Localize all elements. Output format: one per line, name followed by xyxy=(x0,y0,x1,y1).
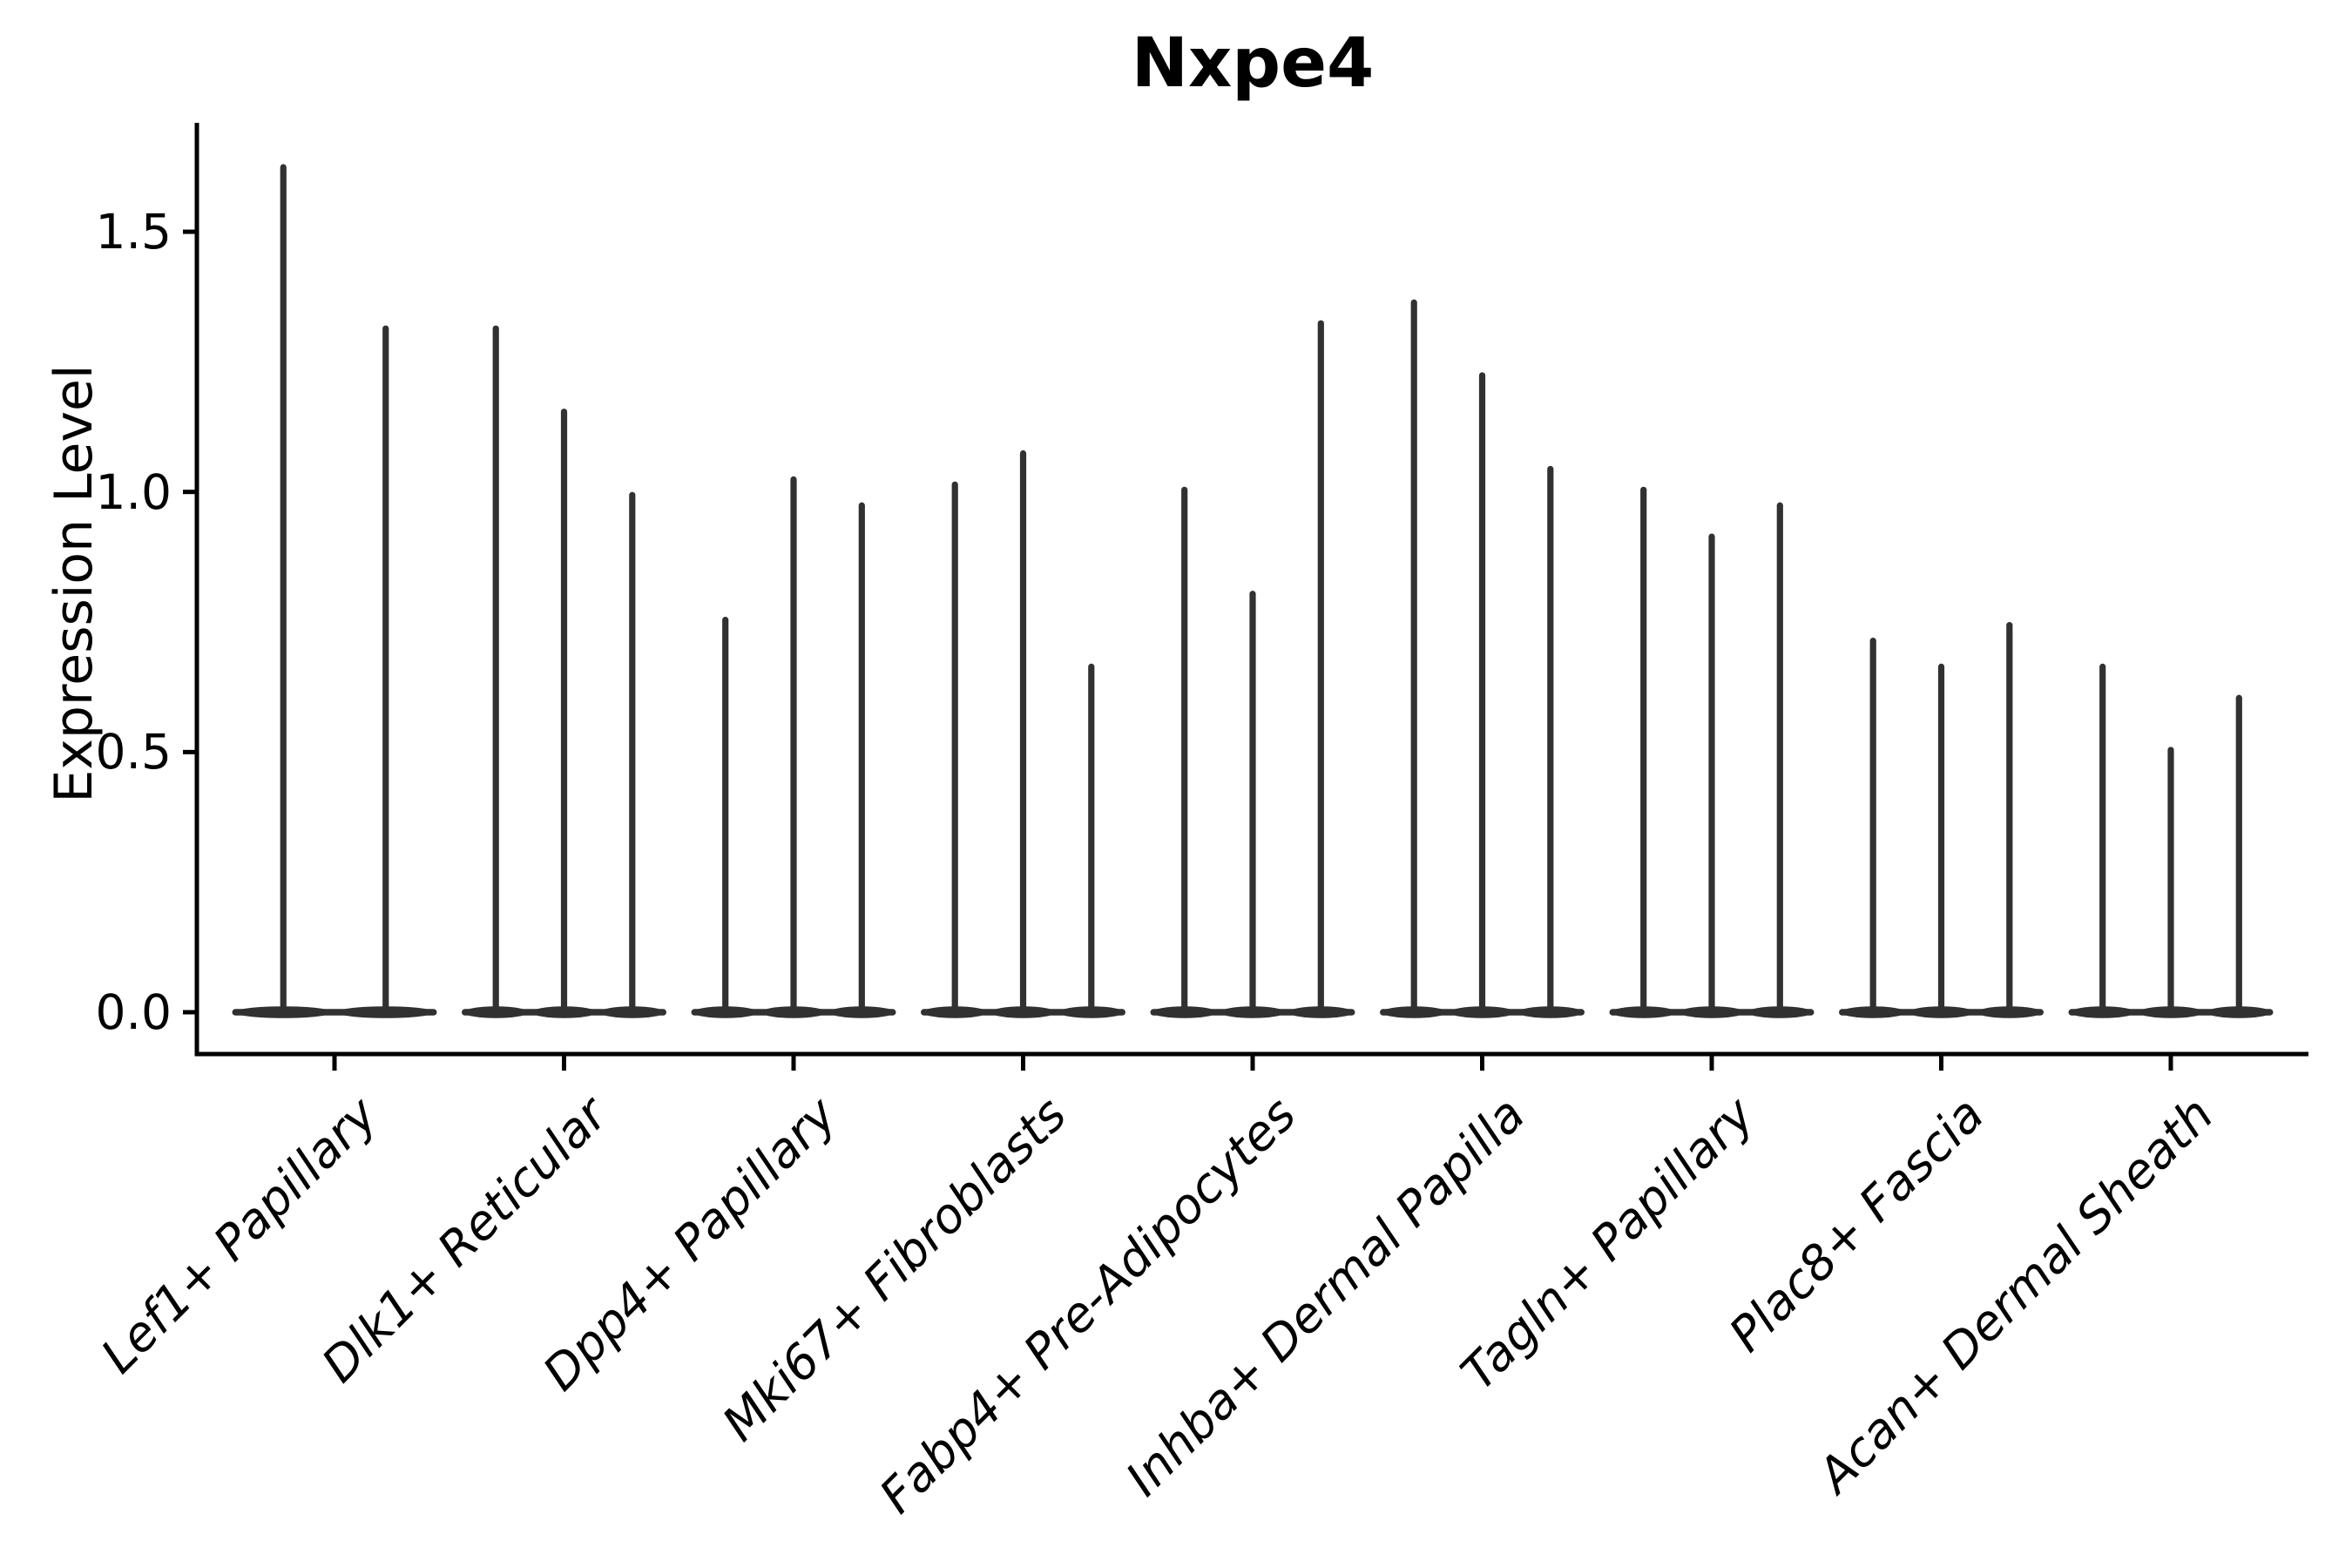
chart-title: Nxpe4 xyxy=(1131,24,1375,103)
violin-spike xyxy=(382,325,389,1016)
violin-spike xyxy=(1088,663,1095,1015)
y-tick-label: 1.5 xyxy=(95,204,172,260)
y-tick-label: 0.5 xyxy=(95,724,172,781)
violin-spike xyxy=(1317,320,1324,1015)
violin-spike xyxy=(2235,694,2242,1015)
violin-spike xyxy=(722,617,729,1015)
violin-spike xyxy=(1410,299,1417,1016)
violin-spike xyxy=(1478,372,1486,1015)
violin-spike xyxy=(951,481,958,1015)
violin-spike xyxy=(1249,591,1256,1015)
violin-spike xyxy=(2167,747,2174,1015)
violin-spike xyxy=(1708,533,1715,1015)
violin-spike xyxy=(1776,502,1783,1015)
violin-spike xyxy=(1640,486,1647,1015)
violin-spike xyxy=(2006,622,2013,1015)
violin-spike xyxy=(1869,637,1876,1015)
violin-spike xyxy=(560,409,568,1016)
violin-spike xyxy=(2099,663,2106,1015)
violin-spike xyxy=(790,476,797,1015)
y-tick-label: 1.0 xyxy=(95,463,172,520)
y-tick-label: 0.0 xyxy=(95,984,172,1040)
violin-spike xyxy=(1547,465,1554,1015)
violin-spike xyxy=(629,491,636,1015)
violin-spike xyxy=(280,164,287,1015)
violin-spike xyxy=(492,325,499,1016)
violin-spike xyxy=(1019,449,1027,1015)
violin-spike xyxy=(1181,486,1188,1015)
violin-spike xyxy=(1937,663,1945,1015)
violin-spike xyxy=(858,502,865,1015)
